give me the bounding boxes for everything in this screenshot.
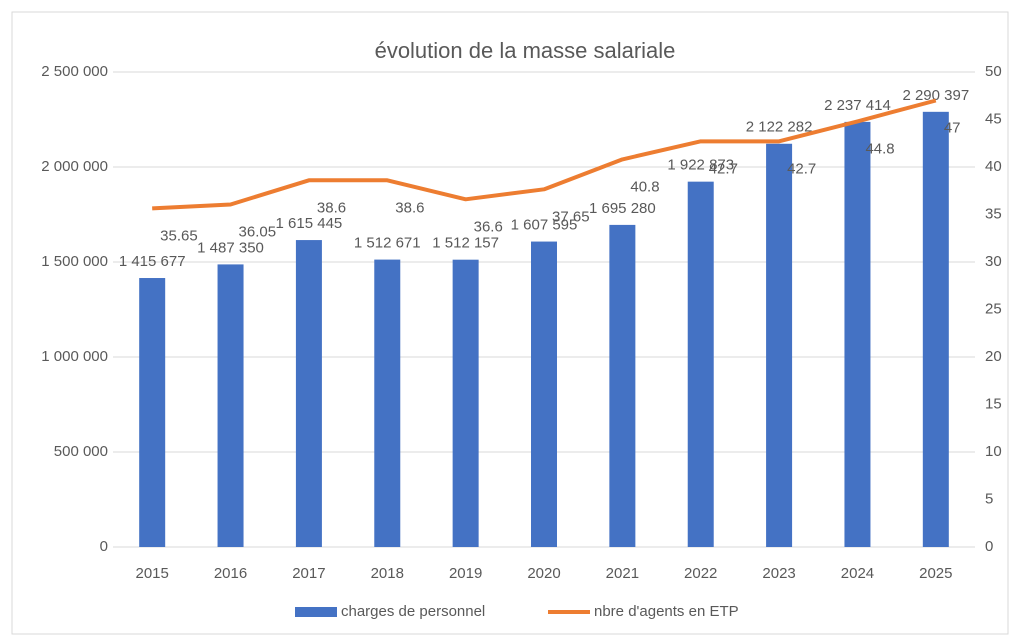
y-tick-label: 1 000 000	[41, 348, 108, 365]
line-value-label: 47	[944, 119, 961, 136]
line-value-label: 37.65	[552, 208, 590, 225]
line-value-label: 38.6	[395, 199, 424, 216]
x-tick-label: 2016	[214, 565, 247, 582]
line-value-label: 36.6	[474, 218, 503, 235]
bar-value-label: 2 237 414	[824, 97, 891, 114]
y-tick-label: 0	[100, 538, 108, 555]
line-value-label: 38.6	[317, 199, 346, 216]
line-value-label: 44.8	[865, 140, 894, 157]
chart-border	[11, 11, 1009, 635]
line-value-label: 42.7	[787, 160, 816, 177]
x-tick-label: 2020	[527, 565, 560, 582]
chart-title: évolution de la masse salariale	[375, 38, 676, 63]
bar-value-label: 1 695 280	[589, 200, 656, 217]
y-tick-label: 2 500 000	[41, 63, 108, 80]
y-tick-label: 1 500 000	[41, 253, 108, 270]
bar-value-label: 2 122 282	[746, 119, 813, 136]
bar	[922, 111, 949, 547]
y2-tick-label: 45	[985, 110, 1002, 127]
x-tick-label: 2025	[919, 565, 952, 582]
bar-value-label: 1 512 671	[354, 235, 421, 252]
y-tick-label: 500 000	[54, 443, 108, 460]
y2-tick-label: 40	[985, 158, 1002, 175]
y2-tick-label: 10	[985, 443, 1002, 460]
y2-tick-label: 5	[985, 490, 993, 507]
bar	[766, 143, 793, 547]
bar-value-label: 1 607 595	[511, 217, 578, 234]
y2-tick-label: 15	[985, 395, 1002, 412]
bar	[844, 121, 871, 547]
bar	[374, 259, 401, 547]
bar	[217, 264, 244, 547]
bar	[609, 224, 636, 548]
x-tick-label: 2015	[135, 565, 168, 582]
bar	[139, 278, 166, 547]
bar-value-label: 1 415 677	[119, 253, 186, 270]
line-value-label: 35.65	[160, 227, 198, 244]
x-tick-label: 2021	[606, 565, 639, 582]
bar	[452, 259, 479, 547]
legend-swatch	[295, 607, 337, 617]
y2-tick-label: 25	[985, 300, 1002, 317]
bar-value-label: 1 487 350	[197, 239, 264, 256]
bar-value-label: 1 922 873	[667, 157, 734, 174]
x-tick-label: 2024	[841, 565, 874, 582]
x-tick-label: 2019	[449, 565, 482, 582]
y2-tick-label: 20	[985, 348, 1002, 365]
line-value-label: 40.8	[630, 178, 659, 195]
line-value-label: 42.7	[709, 160, 738, 177]
bar	[295, 240, 322, 548]
bar	[531, 241, 557, 547]
bar-value-label: 1 615 445	[276, 215, 343, 232]
legend-label: charges de personnel	[341, 603, 485, 620]
x-tick-label: 2017	[292, 565, 325, 582]
legend-label: nbre d'agents en ETP	[594, 603, 739, 620]
y2-tick-label: 0	[985, 538, 993, 555]
x-tick-label: 2018	[371, 565, 404, 582]
line	[152, 98, 937, 211]
line-value-label: 36.05	[239, 223, 277, 240]
bar	[687, 181, 714, 548]
y2-tick-label: 50	[985, 63, 1002, 80]
y2-tick-label: 30	[985, 253, 1002, 270]
x-tick-label: 2022	[684, 565, 717, 582]
y2-tick-label: 35	[985, 205, 1002, 222]
bar-value-label: 2 290 397	[902, 87, 969, 104]
bar-value-label: 1 512 157	[432, 235, 499, 252]
y-tick-label: 2 000 000	[41, 158, 108, 175]
x-tick-label: 2023	[762, 565, 795, 582]
